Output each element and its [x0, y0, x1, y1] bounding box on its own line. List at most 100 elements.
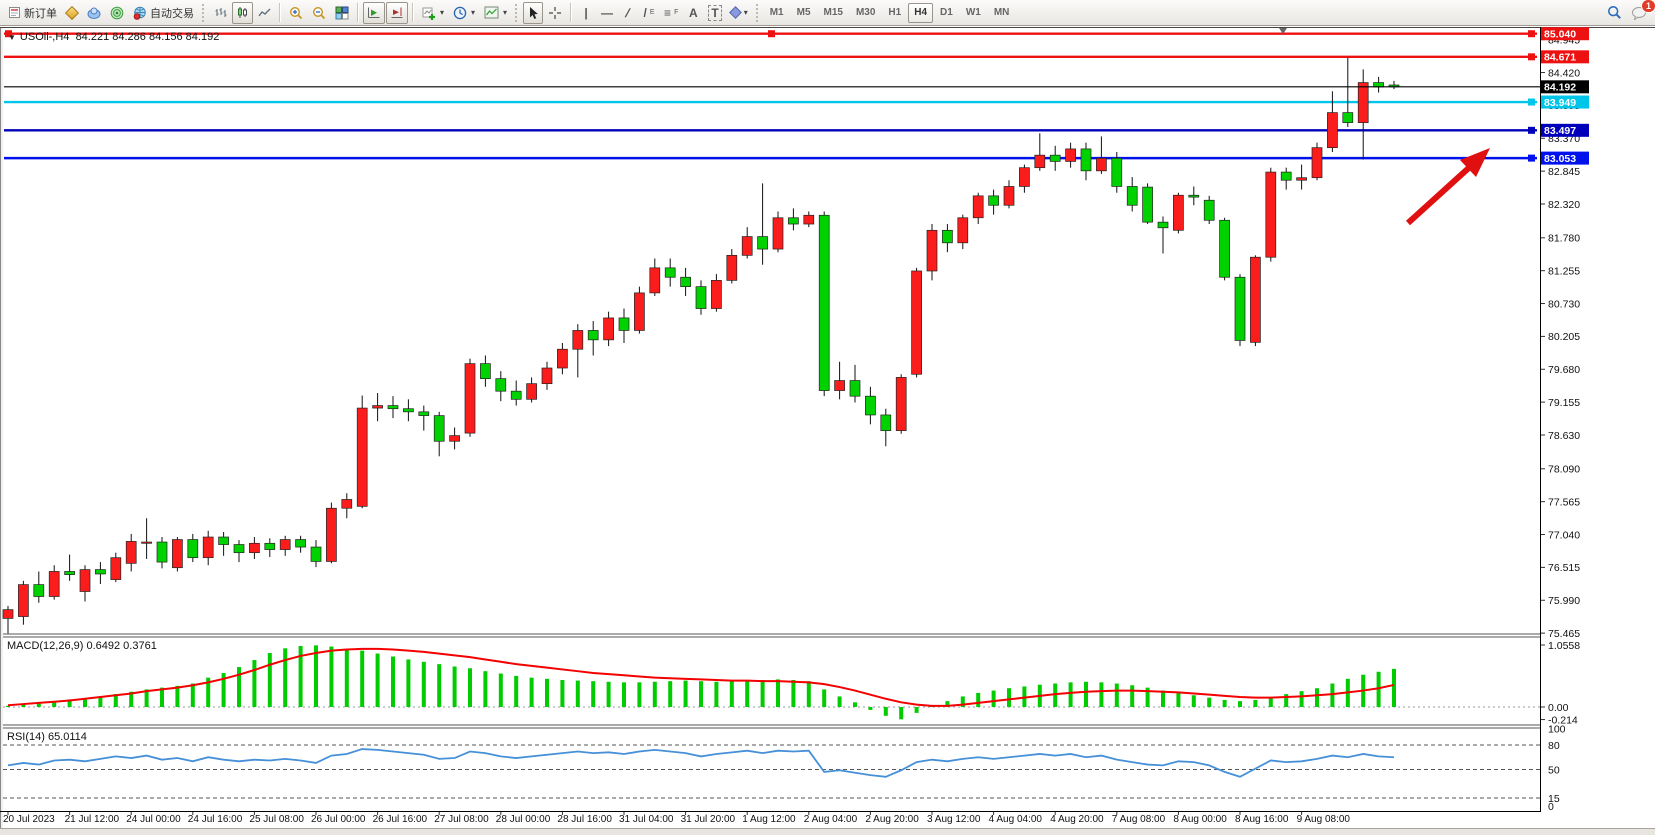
- vertical-line-tool[interactable]: |: [576, 2, 596, 24]
- macd-bar: [468, 668, 472, 707]
- candle-body: [249, 542, 260, 554]
- candle-body: [1188, 194, 1200, 198]
- hline-handle-right[interactable]: [1528, 98, 1535, 106]
- candle-body: [1003, 186, 1015, 206]
- candle-body: [403, 408, 414, 413]
- macd-bar: [914, 707, 919, 713]
- hline-handle-right[interactable]: [1528, 53, 1535, 61]
- template-button[interactable]: ▾: [480, 2, 511, 24]
- text-tool[interactable]: A: [683, 2, 703, 24]
- trendline-icon: /: [623, 5, 633, 20]
- chart-shift-marker[interactable]: [1279, 28, 1287, 34]
- time-axis-label: 9 Aug 08:00: [1297, 814, 1351, 825]
- new-order-button[interactable]: 新订单: [4, 2, 61, 24]
- favorites-button[interactable]: [62, 2, 82, 24]
- timeframe-m30[interactable]: M30: [855, 7, 876, 18]
- add-indicator-button[interactable]: ▾: [418, 2, 448, 24]
- candle-body: [942, 229, 953, 244]
- zoom-in-button[interactable]: [285, 2, 307, 24]
- macd-bar: [652, 681, 657, 707]
- fibonacci-icon: ≡: [664, 5, 672, 20]
- search-button[interactable]: [1603, 2, 1626, 24]
- signals-button[interactable]: [106, 2, 128, 24]
- hline-handle-right[interactable]: [1528, 30, 1535, 38]
- symbol-dropdown-icon[interactable]: ▼: [8, 33, 16, 42]
- chart-ohlc-values: 84.221 84.286 84.156 84.192: [75, 31, 220, 43]
- community-button[interactable]: [83, 2, 105, 24]
- zoom-out-icon: [312, 6, 326, 19]
- timeframe-d1[interactable]: D1: [940, 7, 953, 18]
- candlestick-mode-button[interactable]: [232, 1, 253, 24]
- bar-chart-icon: [215, 8, 227, 17]
- macd-bar: [806, 681, 811, 707]
- macd-bar: [67, 699, 72, 707]
- price-tick-label: 77.040: [1548, 529, 1580, 541]
- cursor-button[interactable]: [523, 1, 544, 24]
- hline-handle-right[interactable]: [1528, 154, 1535, 162]
- candle-body: [449, 435, 460, 442]
- window-bottom-strip: [0, 828, 1655, 835]
- macd-bar: [1299, 691, 1304, 707]
- time-axis-label: 3 Aug 12:00: [927, 814, 981, 825]
- timeframe-h4[interactable]: H4: [908, 2, 934, 23]
- toolbar-separator: [412, 3, 414, 22]
- text-label-tool[interactable]: T: [704, 2, 725, 24]
- timeframe-m5[interactable]: M5: [796, 7, 811, 18]
- level-badge: [1541, 95, 1589, 109]
- notifications-button[interactable]: 1: [1627, 0, 1655, 24]
- channel-sub-label: E: [649, 9, 655, 16]
- auto-trading-button[interactable]: 自动交易: [129, 2, 198, 24]
- fibonacci-tool[interactable]: ≡ F: [660, 2, 682, 24]
- candle-body: [849, 380, 861, 397]
- macd-bar: [699, 681, 703, 707]
- macd-bar: [267, 652, 272, 707]
- macd-bar: [283, 648, 288, 707]
- chart-shift-button[interactable]: [386, 1, 408, 24]
- candle-body: [125, 541, 137, 564]
- auto-scroll-button[interactable]: [363, 1, 385, 24]
- tile-windows-button[interactable]: [331, 2, 353, 24]
- hline-handle-center[interactable]: [768, 30, 775, 38]
- zoom-out-button[interactable]: [308, 2, 330, 24]
- macd-bar: [545, 678, 549, 707]
- level-badge: [1541, 123, 1589, 137]
- add-indicator-icon: [422, 7, 435, 20]
- candle-body: [572, 330, 584, 350]
- bar-chart-mode-button[interactable]: [210, 2, 231, 24]
- level-badge: [1541, 50, 1589, 64]
- hline-handle-left[interactable]: [5, 30, 12, 38]
- candle-body: [218, 536, 229, 545]
- macd-bar: [883, 707, 888, 716]
- candle-body: [356, 407, 368, 507]
- toolbar: 新订单 自动交易: [0, 0, 1655, 26]
- candle-body: [557, 348, 568, 369]
- crosshair-button[interactable]: [544, 2, 566, 24]
- macd-bar: [1207, 697, 1212, 707]
- timeframe-h1[interactable]: H1: [888, 7, 902, 18]
- trendline-tool[interactable]: /: [618, 2, 638, 24]
- timeframe-mn[interactable]: MN: [993, 7, 1010, 18]
- line-chart-mode-button[interactable]: [254, 2, 275, 24]
- macd-bar: [837, 696, 842, 707]
- candle-body: [1111, 157, 1123, 187]
- candle-body: [603, 317, 614, 341]
- hline-handle-right[interactable]: [1528, 126, 1535, 134]
- candle-body: [510, 390, 522, 400]
- macd-bar: [776, 679, 780, 707]
- time-axis-label: 24 Jul 00:00: [126, 814, 181, 825]
- candle-body: [1142, 186, 1153, 223]
- horizontal-line-tool[interactable]: —: [597, 2, 617, 24]
- annotation-arrow-shaft[interactable]: [1405, 162, 1475, 226]
- period-button[interactable]: ▾: [449, 2, 479, 24]
- timeframe-m15[interactable]: M15: [823, 7, 843, 18]
- annotation-arrow-head[interactable]: [1460, 148, 1490, 177]
- timeframe-m1[interactable]: M1: [769, 7, 784, 18]
- channel-tool[interactable]: / E: [639, 2, 659, 24]
- profile-cloud-icon: [87, 7, 101, 19]
- shapes-tool[interactable]: ▾: [727, 2, 752, 24]
- time-axis-label: 25 Jul 08:00: [249, 814, 304, 825]
- macd-bar: [622, 682, 626, 707]
- timeframe-w1[interactable]: W1: [965, 7, 981, 18]
